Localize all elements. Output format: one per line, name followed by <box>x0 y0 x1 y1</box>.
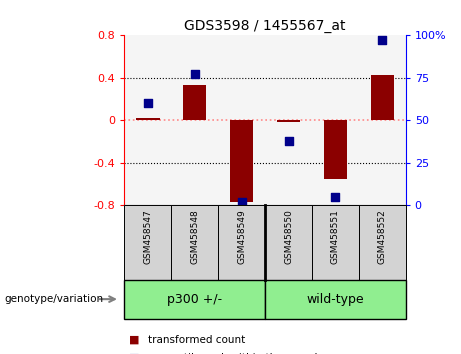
Text: GSM458552: GSM458552 <box>378 209 387 264</box>
Text: GSM458551: GSM458551 <box>331 209 340 264</box>
Text: ■: ■ <box>129 353 140 354</box>
Text: p300 +/-: p300 +/- <box>167 293 222 306</box>
Bar <box>277 120 300 122</box>
Text: GSM458547: GSM458547 <box>143 209 153 264</box>
Point <box>238 199 245 205</box>
Point <box>144 101 152 106</box>
Bar <box>371 75 394 120</box>
Point <box>332 194 339 200</box>
Bar <box>324 120 347 179</box>
Text: wild-type: wild-type <box>307 293 364 306</box>
Text: transformed count: transformed count <box>148 335 245 345</box>
Point <box>378 38 386 43</box>
Point <box>191 72 198 77</box>
Text: GSM458549: GSM458549 <box>237 209 246 264</box>
Bar <box>183 85 207 120</box>
Text: ■: ■ <box>129 335 140 345</box>
Title: GDS3598 / 1455567_at: GDS3598 / 1455567_at <box>184 19 346 33</box>
Text: GSM458548: GSM458548 <box>190 209 199 264</box>
Bar <box>136 118 160 120</box>
Text: percentile rank within the sample: percentile rank within the sample <box>148 353 324 354</box>
Bar <box>230 120 254 202</box>
Point <box>285 138 292 144</box>
Text: GSM458550: GSM458550 <box>284 209 293 264</box>
Text: genotype/variation: genotype/variation <box>5 294 104 304</box>
